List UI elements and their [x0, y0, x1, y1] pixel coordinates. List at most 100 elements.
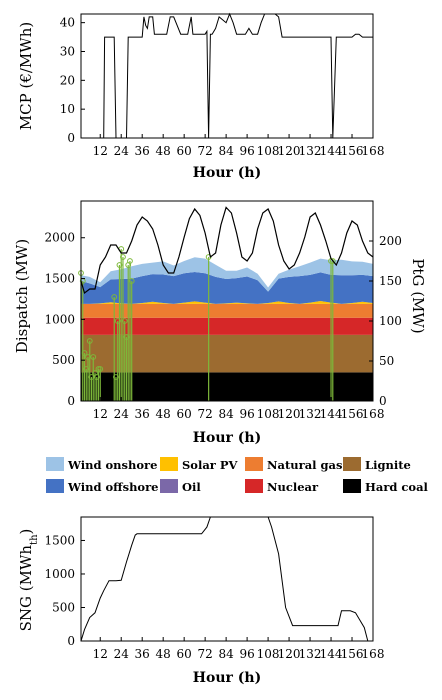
- sng-xtick-label: 60: [177, 647, 192, 661]
- mcp-series-line: [81, 12, 373, 139]
- ptg-marker: [121, 318, 128, 324]
- legend-wind-offshore-label: Wind offshore: [67, 480, 158, 494]
- mcp-xtick-label: 84: [218, 144, 234, 158]
- ptg-marker: [95, 366, 102, 372]
- mcp-ytick-label: 20: [60, 73, 75, 87]
- mcp-xtick-label: 156: [341, 144, 364, 158]
- dispatch-xtick-label: 24: [114, 407, 130, 421]
- legend-nuclear-swatch: [245, 479, 263, 493]
- dispatch-y2-ytick-label: 100: [379, 314, 402, 328]
- mcp-xtick-label: 12: [93, 144, 108, 158]
- dispatch-xtick-label: 84: [218, 407, 234, 421]
- dispatch-xtick-label: 108: [257, 407, 280, 421]
- legend: Wind onshore Solar PV Natural gas Lignite Wi…: [46, 457, 429, 494]
- area-hard-coal: [81, 372, 373, 401]
- ptg-marker: [97, 366, 104, 372]
- ptg-marker: [93, 374, 100, 380]
- ptg-marker: [116, 262, 123, 268]
- mcp-plot-frame: [80, 13, 374, 139]
- legend-solar-pv-label: Solar PV: [182, 458, 239, 472]
- dispatch-ytick-label: 2000: [44, 231, 75, 245]
- area-wind-offshore: [81, 272, 373, 304]
- dispatch-xtick-label: 60: [177, 407, 192, 421]
- mcp-chart: 0 10 20 30 40 12 24 36 48 60 72 84 96 10812013214415…: [17, 12, 385, 181]
- dispatch-ylabel: Dispatch (MW): [13, 239, 31, 353]
- mcp-ytick-label: 30: [60, 44, 75, 58]
- dispatch-xtick-label: 144: [320, 407, 343, 421]
- legend-solar-pv-swatch: [160, 457, 178, 471]
- ptg-marker: [114, 318, 121, 324]
- mcp-xtick-label: 144: [320, 144, 343, 158]
- sng-xtick-label: 96: [239, 647, 254, 661]
- sng-xtick-label: 156: [341, 647, 364, 661]
- area-wind-onshore: [81, 257, 373, 292]
- sng-xtick-label: 84: [218, 647, 234, 661]
- dispatch-xtick-label: 36: [135, 407, 150, 421]
- dispatch-ytick-label: 1500: [44, 272, 75, 286]
- area-lignite: [81, 334, 373, 373]
- dispatch-xtick-label: 12: [93, 407, 108, 421]
- dispatch-xtick-label: 168: [362, 407, 385, 421]
- mcp-ylabel: MCP (€/MWh): [17, 22, 35, 130]
- dispatch-ytick-label: 1000: [44, 312, 75, 326]
- ptg-marker: [128, 278, 135, 284]
- dispatch-plot-frame: [80, 200, 374, 402]
- legend-natural-gas: Natural gas: [245, 457, 343, 472]
- legend-nuclear-label: Nuclear: [267, 480, 319, 494]
- ptg-marker: [83, 366, 90, 372]
- legend-oil-swatch: [160, 479, 178, 493]
- sng-xtick-label: 120: [278, 647, 301, 661]
- ptg-marker: [81, 350, 88, 356]
- mcp-xtick-label: 96: [239, 144, 254, 158]
- dispatch-y2-ytick-label: 200: [379, 234, 402, 248]
- sng-xtick-label: 132: [299, 647, 322, 661]
- dispatch-xtick-label: 72: [198, 407, 213, 421]
- mcp-xtick-label: 108: [257, 144, 280, 158]
- sng-xtick-label: 36: [135, 647, 150, 661]
- ptg-marker: [90, 354, 97, 360]
- legend-wind-onshore-swatch: [46, 457, 64, 471]
- sng-xtick-label: 72: [198, 647, 213, 661]
- sng-chart: 0 500 1000 1500 12 24 36 48 60 72 84 96 10812013214…: [17, 516, 384, 686]
- sng-plot-frame: [80, 516, 374, 642]
- legend-wind-onshore: Wind onshore: [46, 457, 157, 472]
- legend-nuclear: Nuclear: [245, 479, 319, 494]
- mcp-ytick-label: 0: [67, 131, 75, 145]
- ptg-marker: [111, 294, 118, 300]
- sng-xtick-label: 108: [257, 647, 280, 661]
- dispatch-ytick-label: 500: [52, 353, 75, 367]
- mcp-xtick-label: 24: [114, 144, 130, 158]
- dispatch-y2-ytick-label: 0: [379, 394, 387, 408]
- mcp-xtick-label: 72: [198, 144, 213, 158]
- dispatch-chart: 0 500 1000 1500 2000 0 50 100 150 200 12 24 36 48 60…: [13, 200, 427, 446]
- legend-wind-offshore-swatch: [46, 479, 64, 493]
- area-nuclear: [81, 317, 373, 335]
- sng-ylabel: SNG (MWhth): [17, 529, 40, 632]
- legend-hard-coal-label: Hard coal: [365, 480, 429, 494]
- dispatch-xtick-label: 48: [156, 407, 171, 421]
- ptg-marker: [123, 334, 130, 340]
- mcp-ytick-label: 40: [60, 16, 75, 30]
- legend-lignite: Lignite: [343, 457, 411, 472]
- sng-xtick-label: 24: [114, 647, 130, 661]
- legend-lignite-swatch: [343, 457, 361, 471]
- mcp-xtick-label: 120: [278, 144, 301, 158]
- mcp-xtick-label: 36: [135, 144, 150, 158]
- dispatch-xtick-label: 96: [239, 407, 254, 421]
- dispatch-xlabel: Hour (h): [193, 430, 261, 446]
- legend-hard-coal-swatch: [343, 479, 361, 493]
- mcp-ytick-label: 10: [60, 102, 75, 116]
- mcp-xtick-label: 168: [362, 144, 385, 158]
- dispatch-xtick-label: 132: [299, 407, 322, 421]
- dispatch-y2-ytick-label: 50: [379, 354, 394, 368]
- mcp-xlabel: Hour (h): [193, 165, 261, 181]
- dispatch-xtick-label: 120: [278, 407, 301, 421]
- legend-hard-coal: Hard coal: [343, 479, 429, 494]
- dispatch-xtick-label: 156: [341, 407, 364, 421]
- legend-wind-onshore-label: Wind onshore: [67, 458, 157, 472]
- legend-wind-offshore: Wind offshore: [46, 479, 158, 494]
- ptg-marker: [113, 374, 119, 380]
- legend-solar-pv: Solar PV: [160, 457, 239, 472]
- ptg-marker: [127, 258, 133, 264]
- mcp-xtick-label: 60: [177, 144, 192, 158]
